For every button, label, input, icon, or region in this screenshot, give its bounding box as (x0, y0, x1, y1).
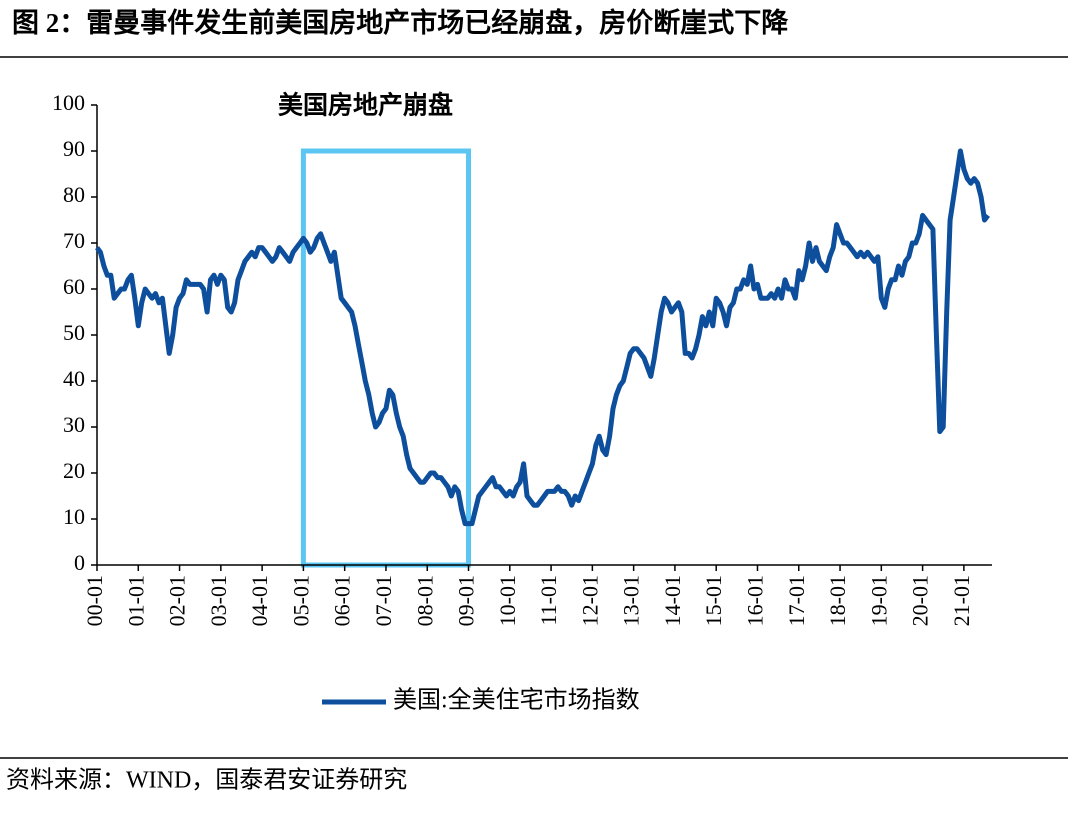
y-tick-label: 80 (63, 182, 85, 207)
x-tick-label: 05-01 (288, 575, 313, 626)
y-tick-label: 40 (63, 366, 85, 391)
y-tick-label: 10 (63, 504, 85, 529)
y-tick-label: 60 (63, 274, 85, 299)
x-tick-label: 17-01 (784, 575, 809, 626)
x-tick-label: 15-01 (701, 575, 726, 626)
annotation: 美国房地产崩盘 (278, 91, 453, 120)
highlight-box (300, 148, 472, 568)
x-tick-label: 21-01 (949, 575, 974, 626)
x-tick-label: 18-01 (825, 575, 850, 626)
x-tick-label: 08-01 (412, 575, 437, 626)
source: 资料来源：WIND，国泰君安证券研究 (6, 767, 407, 794)
legend-label: 美国:全美住宅市场指数 (393, 687, 640, 714)
x-tick-label: 12-01 (577, 575, 602, 626)
y-tick-label: 30 (63, 412, 85, 437)
y-tick-label: 20 (63, 458, 85, 483)
y-tick-label: 0 (74, 550, 85, 575)
y-tick-label: 90 (63, 136, 85, 161)
y-tick-label: 70 (63, 228, 85, 253)
x-tick-label: 06-01 (330, 575, 355, 626)
chart-title: 图 2：雷曼事件发生前美国房地产市场已经崩盘，房价断崖式下降 (12, 7, 789, 38)
y-tick-label: 100 (52, 90, 85, 115)
x-tick-label: 01-01 (123, 575, 148, 626)
x-tick-label: 16-01 (743, 575, 768, 626)
x-tick-label: 11-01 (536, 575, 561, 626)
x-tick-label: 14-01 (660, 575, 685, 626)
data-line (94, 148, 990, 527)
y-tick-label: 50 (63, 320, 85, 345)
x-tick-label: 03-01 (206, 575, 231, 626)
x-tick-label: 20-01 (908, 575, 933, 626)
x-tick-label: 04-01 (247, 575, 272, 626)
x-tick-label: 00-01 (82, 575, 107, 626)
x-tick-label: 10-01 (495, 575, 520, 626)
x-tick-label: 09-01 (454, 575, 479, 626)
x-tick-label: 19-01 (866, 575, 891, 626)
x-tick-label: 13-01 (619, 575, 644, 626)
x-tick-label: 07-01 (371, 575, 396, 626)
x-tick-label: 02-01 (165, 575, 190, 626)
